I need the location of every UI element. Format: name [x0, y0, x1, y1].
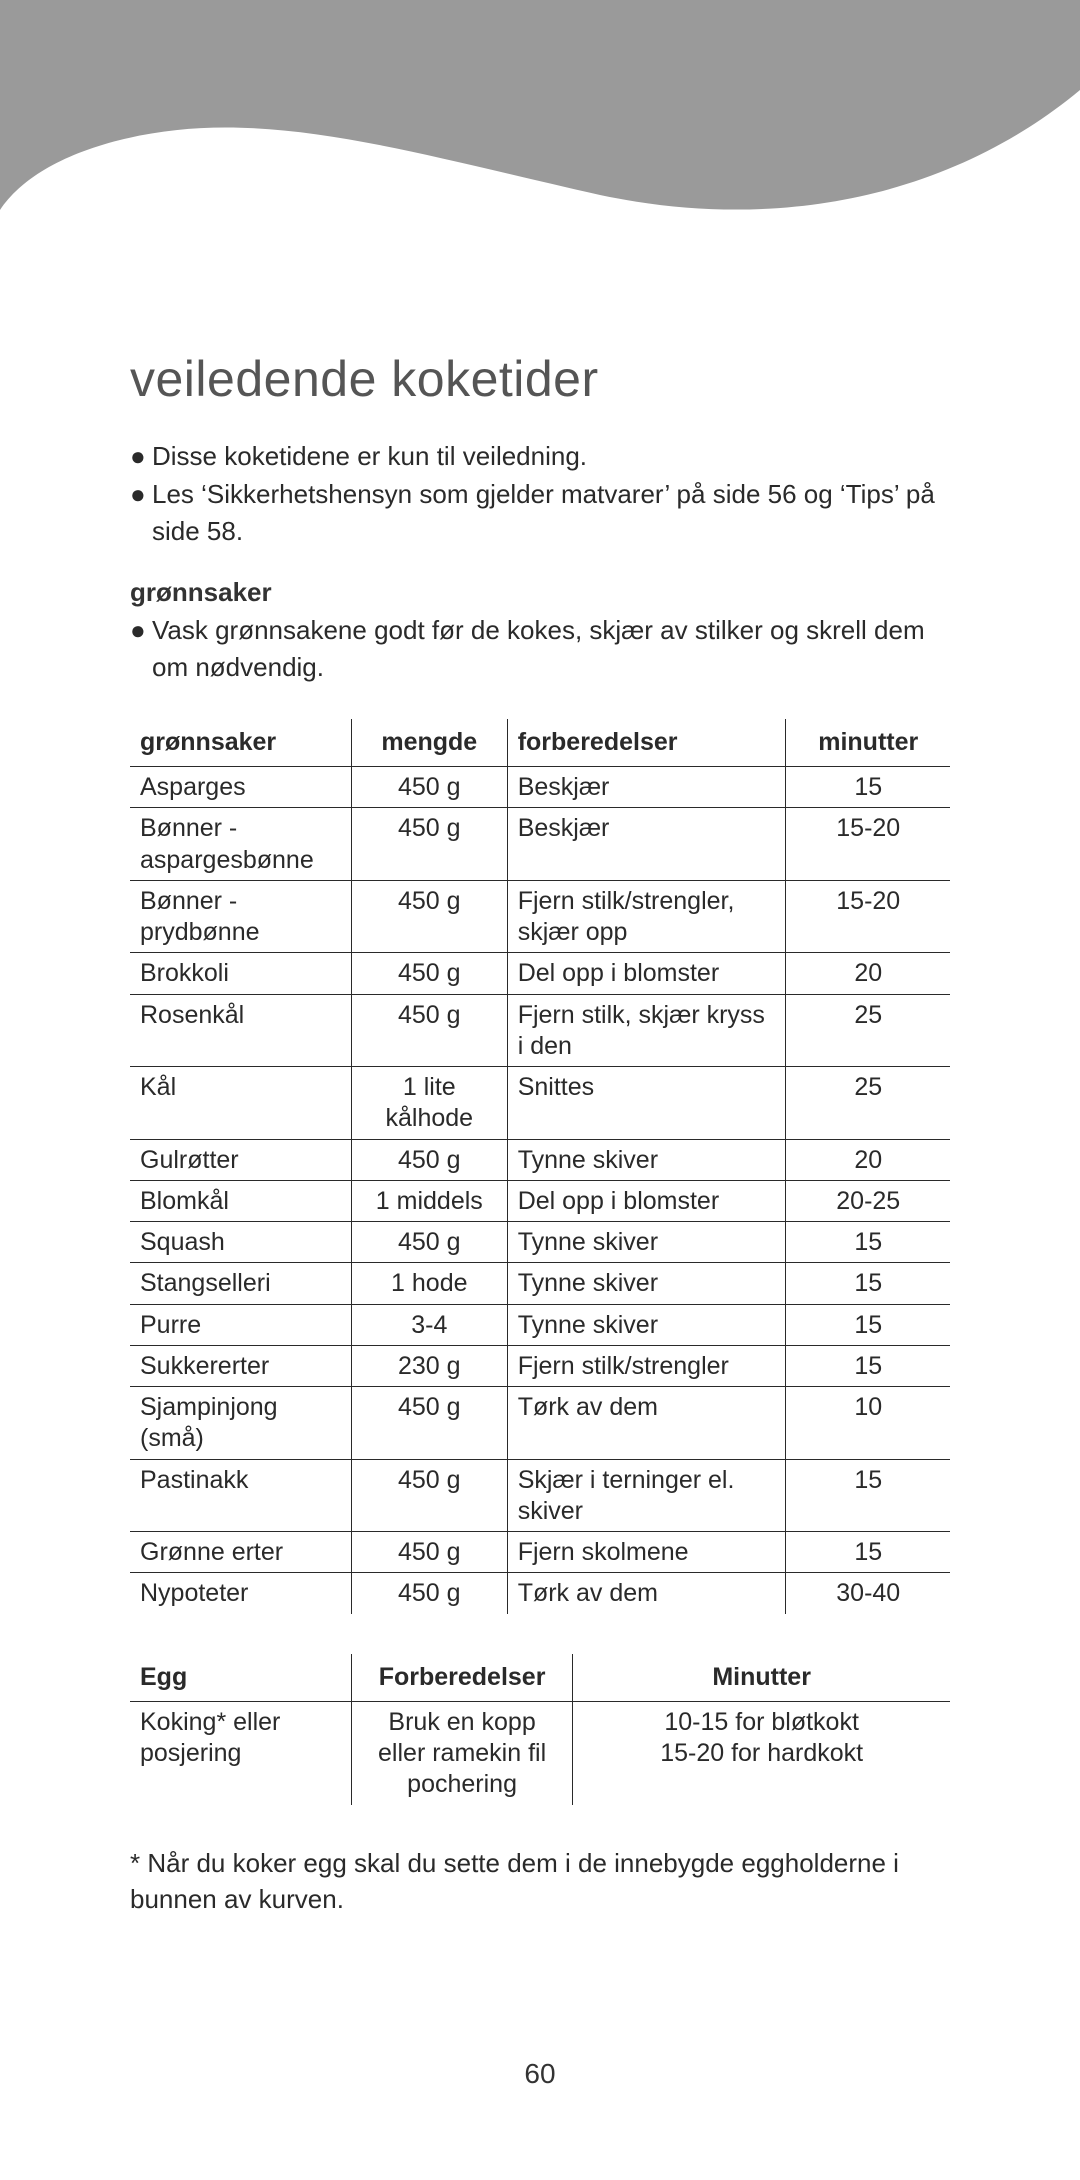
- table-cell: 1 middels: [351, 1180, 507, 1221]
- table-cell: 30-40: [786, 1573, 950, 1614]
- th-egg-min: Minutter: [573, 1654, 950, 1702]
- section-bullets: ●Vask grønnsakene godt før de kokes, skj…: [130, 612, 950, 685]
- table-cell: Grønne erter: [130, 1532, 351, 1573]
- section-heading: grønnsaker: [130, 577, 950, 608]
- bullet-text: Disse koketidene er kun til veiledning.: [152, 438, 950, 474]
- th-prep: forberedelser: [507, 719, 786, 767]
- table-cell: Pastinakk: [130, 1459, 351, 1532]
- table-cell: Tynne skiver: [507, 1304, 786, 1345]
- table-cell: 15: [786, 1222, 950, 1263]
- table-cell: Rosenkål: [130, 994, 351, 1067]
- bullet-text: Vask grønnsakene godt før de kokes, skjæ…: [152, 612, 950, 685]
- table-cell: Gulrøtter: [130, 1139, 351, 1180]
- table-cell: Asparges: [130, 767, 351, 808]
- table-cell: 450 g: [351, 880, 507, 953]
- table-cell: 20: [786, 1139, 950, 1180]
- table-cell: 20: [786, 953, 950, 994]
- table-cell: Tynne skiver: [507, 1263, 786, 1304]
- table-cell: Tørk av dem: [507, 1387, 786, 1460]
- table-cell: 450 g: [351, 1573, 507, 1614]
- table-cell: Fjern skolmene: [507, 1532, 786, 1573]
- table-cell: 25: [786, 1067, 950, 1140]
- table-cell: 450 g: [351, 767, 507, 808]
- table-cell: Fjern stilk, skjær kryss i den: [507, 994, 786, 1067]
- table-cell: 450 g: [351, 1459, 507, 1532]
- table-cell: Fjern stilk/strengler: [507, 1345, 786, 1386]
- table-cell: Tynne skiver: [507, 1222, 786, 1263]
- table-cell: 25: [786, 994, 950, 1067]
- page-title: veiledende koketider: [130, 350, 950, 408]
- table-cell: 1 hode: [351, 1263, 507, 1304]
- table-cell: 15: [786, 767, 950, 808]
- th-min: minutter: [786, 719, 950, 767]
- table-cell: Koking* eller posjering: [130, 1701, 351, 1804]
- table-cell: 15: [786, 1459, 950, 1532]
- th-veg: grønnsaker: [130, 719, 351, 767]
- table-cell: 10-15 for bløtkokt15-20 for hardkokt: [573, 1701, 950, 1804]
- th-amount: mengde: [351, 719, 507, 767]
- page-number: 60: [0, 2058, 1080, 2090]
- egg-table: Egg Forberedelser Minutter Koking* eller…: [130, 1654, 950, 1805]
- th-egg-prep: Forberedelser: [351, 1654, 572, 1702]
- table-cell: Beskjær: [507, 808, 786, 881]
- table-cell: Del opp i blomster: [507, 1180, 786, 1221]
- table-cell: Bønner - prydbønne: [130, 880, 351, 953]
- table-cell: Fjern stilk/strengler, skjær opp: [507, 880, 786, 953]
- table-cell: Tynne skiver: [507, 1139, 786, 1180]
- table-cell: Bønner - aspargesbønne: [130, 808, 351, 881]
- table-cell: 450 g: [351, 1532, 507, 1573]
- header-wave: [0, 0, 1080, 250]
- table-cell: Stangselleri: [130, 1263, 351, 1304]
- table-cell: Snittes: [507, 1067, 786, 1140]
- table-cell: 450 g: [351, 808, 507, 881]
- table-cell: Skjær i terninger el. skiver: [507, 1459, 786, 1532]
- vegetables-table: grønnsaker mengde forberedelser minutter…: [130, 719, 950, 1614]
- table-cell: 450 g: [351, 994, 507, 1067]
- table-cell: 230 g: [351, 1345, 507, 1386]
- table-cell: 15-20: [786, 880, 950, 953]
- table-cell: Squash: [130, 1222, 351, 1263]
- table-cell: 15: [786, 1304, 950, 1345]
- intro-bullets: ●Disse koketidene er kun til veiledning.…: [130, 438, 950, 549]
- table-cell: 3-4: [351, 1304, 507, 1345]
- th-egg: Egg: [130, 1654, 351, 1702]
- table-cell: Bruk en kopp eller ramekin fil pochering: [351, 1701, 572, 1804]
- table-cell: 20-25: [786, 1180, 950, 1221]
- table-cell: 450 g: [351, 1222, 507, 1263]
- table-cell: 450 g: [351, 1139, 507, 1180]
- table-cell: Beskjær: [507, 767, 786, 808]
- table-cell: 10: [786, 1387, 950, 1460]
- table-cell: 450 g: [351, 953, 507, 994]
- table-cell: Kål: [130, 1067, 351, 1140]
- table-cell: 15-20: [786, 808, 950, 881]
- table-cell: 15: [786, 1532, 950, 1573]
- table-cell: Del opp i blomster: [507, 953, 786, 994]
- table-cell: Sukkererter: [130, 1345, 351, 1386]
- table-cell: 1 lite kålhode: [351, 1067, 507, 1140]
- table-cell: Nypoteter: [130, 1573, 351, 1614]
- table-cell: 15: [786, 1263, 950, 1304]
- table-cell: Blomkål: [130, 1180, 351, 1221]
- bullet-text: Les ‘Sikkerhetshensyn som gjelder matvar…: [152, 476, 950, 549]
- table-cell: 450 g: [351, 1387, 507, 1460]
- footnote: * Når du koker egg skal du sette dem i d…: [130, 1845, 950, 1918]
- table-cell: Tørk av dem: [507, 1573, 786, 1614]
- table-cell: Sjampinjong (små): [130, 1387, 351, 1460]
- table-cell: Purre: [130, 1304, 351, 1345]
- table-cell: Brokkoli: [130, 953, 351, 994]
- table-cell: 15: [786, 1345, 950, 1386]
